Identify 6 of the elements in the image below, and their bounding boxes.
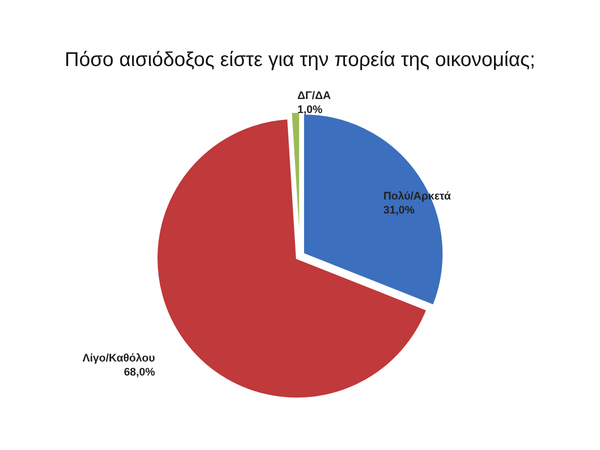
data-label: 68,0%	[124, 366, 156, 378]
chart-title: Πόσο αισιόδοξος είστε για την πορεία της οικονομίας;	[64, 49, 536, 71]
slice-label: ΔΓ/ΔΑ	[297, 90, 331, 102]
data-label: 31,0%	[383, 204, 415, 216]
data-label: 1,0%	[297, 104, 323, 116]
slice-label: Λίγο/Καθόλου	[82, 352, 156, 364]
